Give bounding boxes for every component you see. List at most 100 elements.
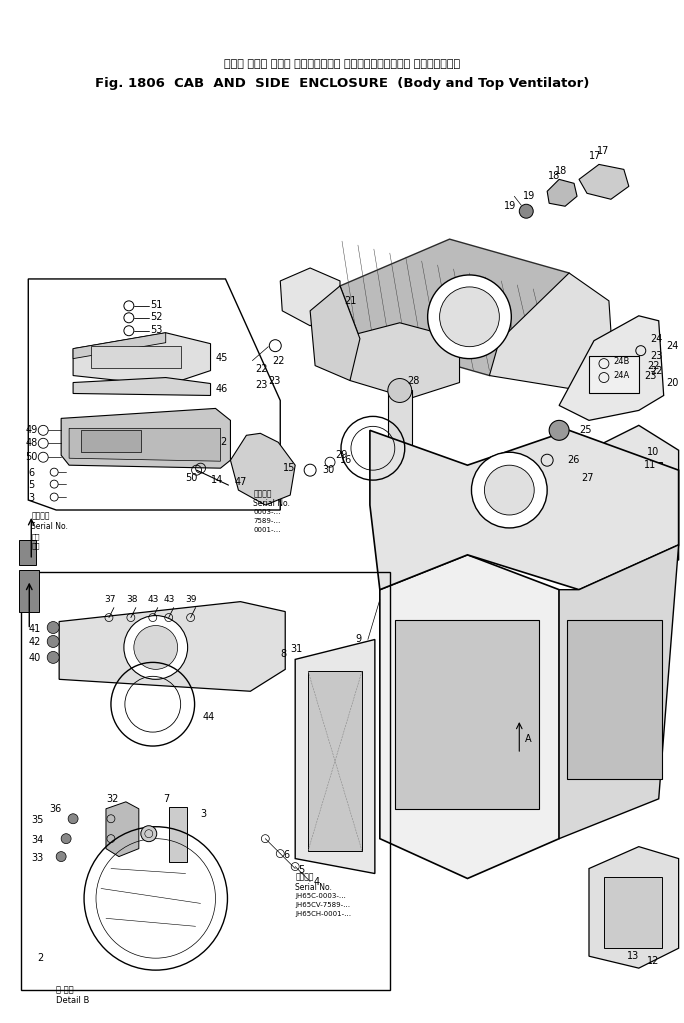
Text: 17: 17 xyxy=(589,151,601,162)
Text: 19: 19 xyxy=(504,202,516,211)
Text: 8: 8 xyxy=(280,650,287,660)
Text: 6: 6 xyxy=(28,469,34,478)
Text: 5: 5 xyxy=(28,480,34,490)
Text: 23: 23 xyxy=(650,351,663,361)
Text: 10: 10 xyxy=(647,447,659,457)
Text: Fig. 1806  CAB  AND  SIDE  ENCLOSURE  (Body and Top Ventilator): Fig. 1806 CAB AND SIDE ENCLOSURE (Body a… xyxy=(95,78,589,90)
Polygon shape xyxy=(73,377,211,396)
Polygon shape xyxy=(589,847,679,968)
Polygon shape xyxy=(69,429,220,461)
Text: 22: 22 xyxy=(647,360,659,370)
Polygon shape xyxy=(489,273,614,389)
Text: 35: 35 xyxy=(31,814,44,825)
Text: 43: 43 xyxy=(148,595,159,605)
Text: 16: 16 xyxy=(340,455,352,465)
Text: 33: 33 xyxy=(31,852,44,862)
Text: 43: 43 xyxy=(163,595,175,605)
Circle shape xyxy=(519,205,534,218)
Text: 31: 31 xyxy=(290,644,302,655)
Text: 46: 46 xyxy=(215,385,228,395)
Text: 19: 19 xyxy=(523,191,536,202)
Bar xyxy=(604,462,661,542)
Text: 23: 23 xyxy=(644,370,656,381)
Text: 23: 23 xyxy=(255,380,267,390)
Text: 18: 18 xyxy=(548,172,560,181)
Polygon shape xyxy=(73,332,166,359)
Text: 49: 49 xyxy=(25,426,38,436)
Text: JH65CV-7589-…: JH65CV-7589-… xyxy=(295,902,350,908)
Text: 3: 3 xyxy=(200,809,207,818)
Text: 26: 26 xyxy=(567,455,579,465)
Text: 50: 50 xyxy=(25,452,38,462)
Text: 適用番号: 適用番号 xyxy=(295,872,314,881)
Text: JH65C-0003-…: JH65C-0003-… xyxy=(295,893,346,899)
Text: 51: 51 xyxy=(150,300,162,310)
Text: 39: 39 xyxy=(185,595,197,605)
Polygon shape xyxy=(59,602,285,692)
Text: 24: 24 xyxy=(667,341,679,351)
Bar xyxy=(91,346,181,367)
Polygon shape xyxy=(61,408,231,469)
Text: 22: 22 xyxy=(272,356,285,365)
Text: 7589-…: 7589-… xyxy=(253,518,280,524)
Text: ：～: ：～ xyxy=(31,534,40,540)
Text: 3: 3 xyxy=(28,493,34,503)
Text: 15: 15 xyxy=(282,463,295,474)
Text: 53: 53 xyxy=(150,324,162,335)
Bar xyxy=(169,807,187,861)
Text: 32: 32 xyxy=(106,794,118,804)
Circle shape xyxy=(484,465,534,515)
Text: 42: 42 xyxy=(28,637,40,648)
Text: 34: 34 xyxy=(31,835,44,845)
Text: 12: 12 xyxy=(647,957,659,966)
Text: Serial No.: Serial No. xyxy=(253,498,290,507)
Text: Ｂ 詳細: Ｂ 詳細 xyxy=(56,985,74,994)
Polygon shape xyxy=(370,431,679,589)
Bar xyxy=(21,572,390,990)
Bar xyxy=(19,570,39,612)
Text: 0003-…: 0003-… xyxy=(253,509,281,515)
Text: Detail A: Detail A xyxy=(489,493,523,502)
Text: Ａ 詳細: Ａ 詳細 xyxy=(489,484,507,493)
Text: 45: 45 xyxy=(215,353,228,362)
Polygon shape xyxy=(310,285,360,381)
Text: 44: 44 xyxy=(202,712,215,722)
Bar xyxy=(388,391,412,471)
Circle shape xyxy=(47,622,59,633)
Circle shape xyxy=(428,275,512,359)
Text: ：～: ：～ xyxy=(31,542,40,549)
Text: 20: 20 xyxy=(667,377,679,388)
Text: A: A xyxy=(525,735,532,744)
Polygon shape xyxy=(559,545,679,839)
Text: 9: 9 xyxy=(355,634,361,644)
Text: 36: 36 xyxy=(49,804,62,813)
Polygon shape xyxy=(559,316,663,420)
Text: 27: 27 xyxy=(581,473,594,483)
Text: 24A: 24A xyxy=(613,371,629,381)
Polygon shape xyxy=(579,165,629,199)
Polygon shape xyxy=(380,554,559,879)
Bar xyxy=(604,877,661,948)
Text: 7: 7 xyxy=(163,794,169,804)
Circle shape xyxy=(47,635,59,648)
Text: 17: 17 xyxy=(597,146,609,157)
Text: JH65CH-0001-…: JH65CH-0001-… xyxy=(295,911,352,918)
Circle shape xyxy=(68,813,78,824)
Text: 40: 40 xyxy=(28,654,40,663)
Circle shape xyxy=(549,420,569,440)
Text: Serial No.: Serial No. xyxy=(31,523,68,531)
Text: 2: 2 xyxy=(220,437,226,447)
Text: 24: 24 xyxy=(650,333,663,344)
Text: 2: 2 xyxy=(37,953,44,964)
Bar xyxy=(567,620,661,779)
Text: 23: 23 xyxy=(268,375,280,386)
Circle shape xyxy=(61,834,71,844)
Text: 5: 5 xyxy=(298,864,304,875)
Text: 38: 38 xyxy=(126,595,137,605)
Polygon shape xyxy=(295,639,375,874)
Polygon shape xyxy=(19,540,36,565)
Text: 18: 18 xyxy=(555,167,568,176)
Polygon shape xyxy=(547,179,577,207)
Text: 37: 37 xyxy=(104,595,116,605)
Polygon shape xyxy=(106,802,139,856)
